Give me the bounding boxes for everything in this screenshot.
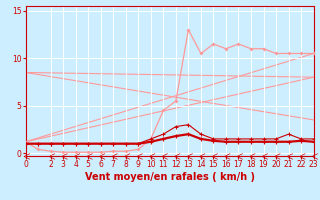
- X-axis label: Vent moyen/en rafales ( km/h ): Vent moyen/en rafales ( km/h ): [84, 172, 255, 182]
